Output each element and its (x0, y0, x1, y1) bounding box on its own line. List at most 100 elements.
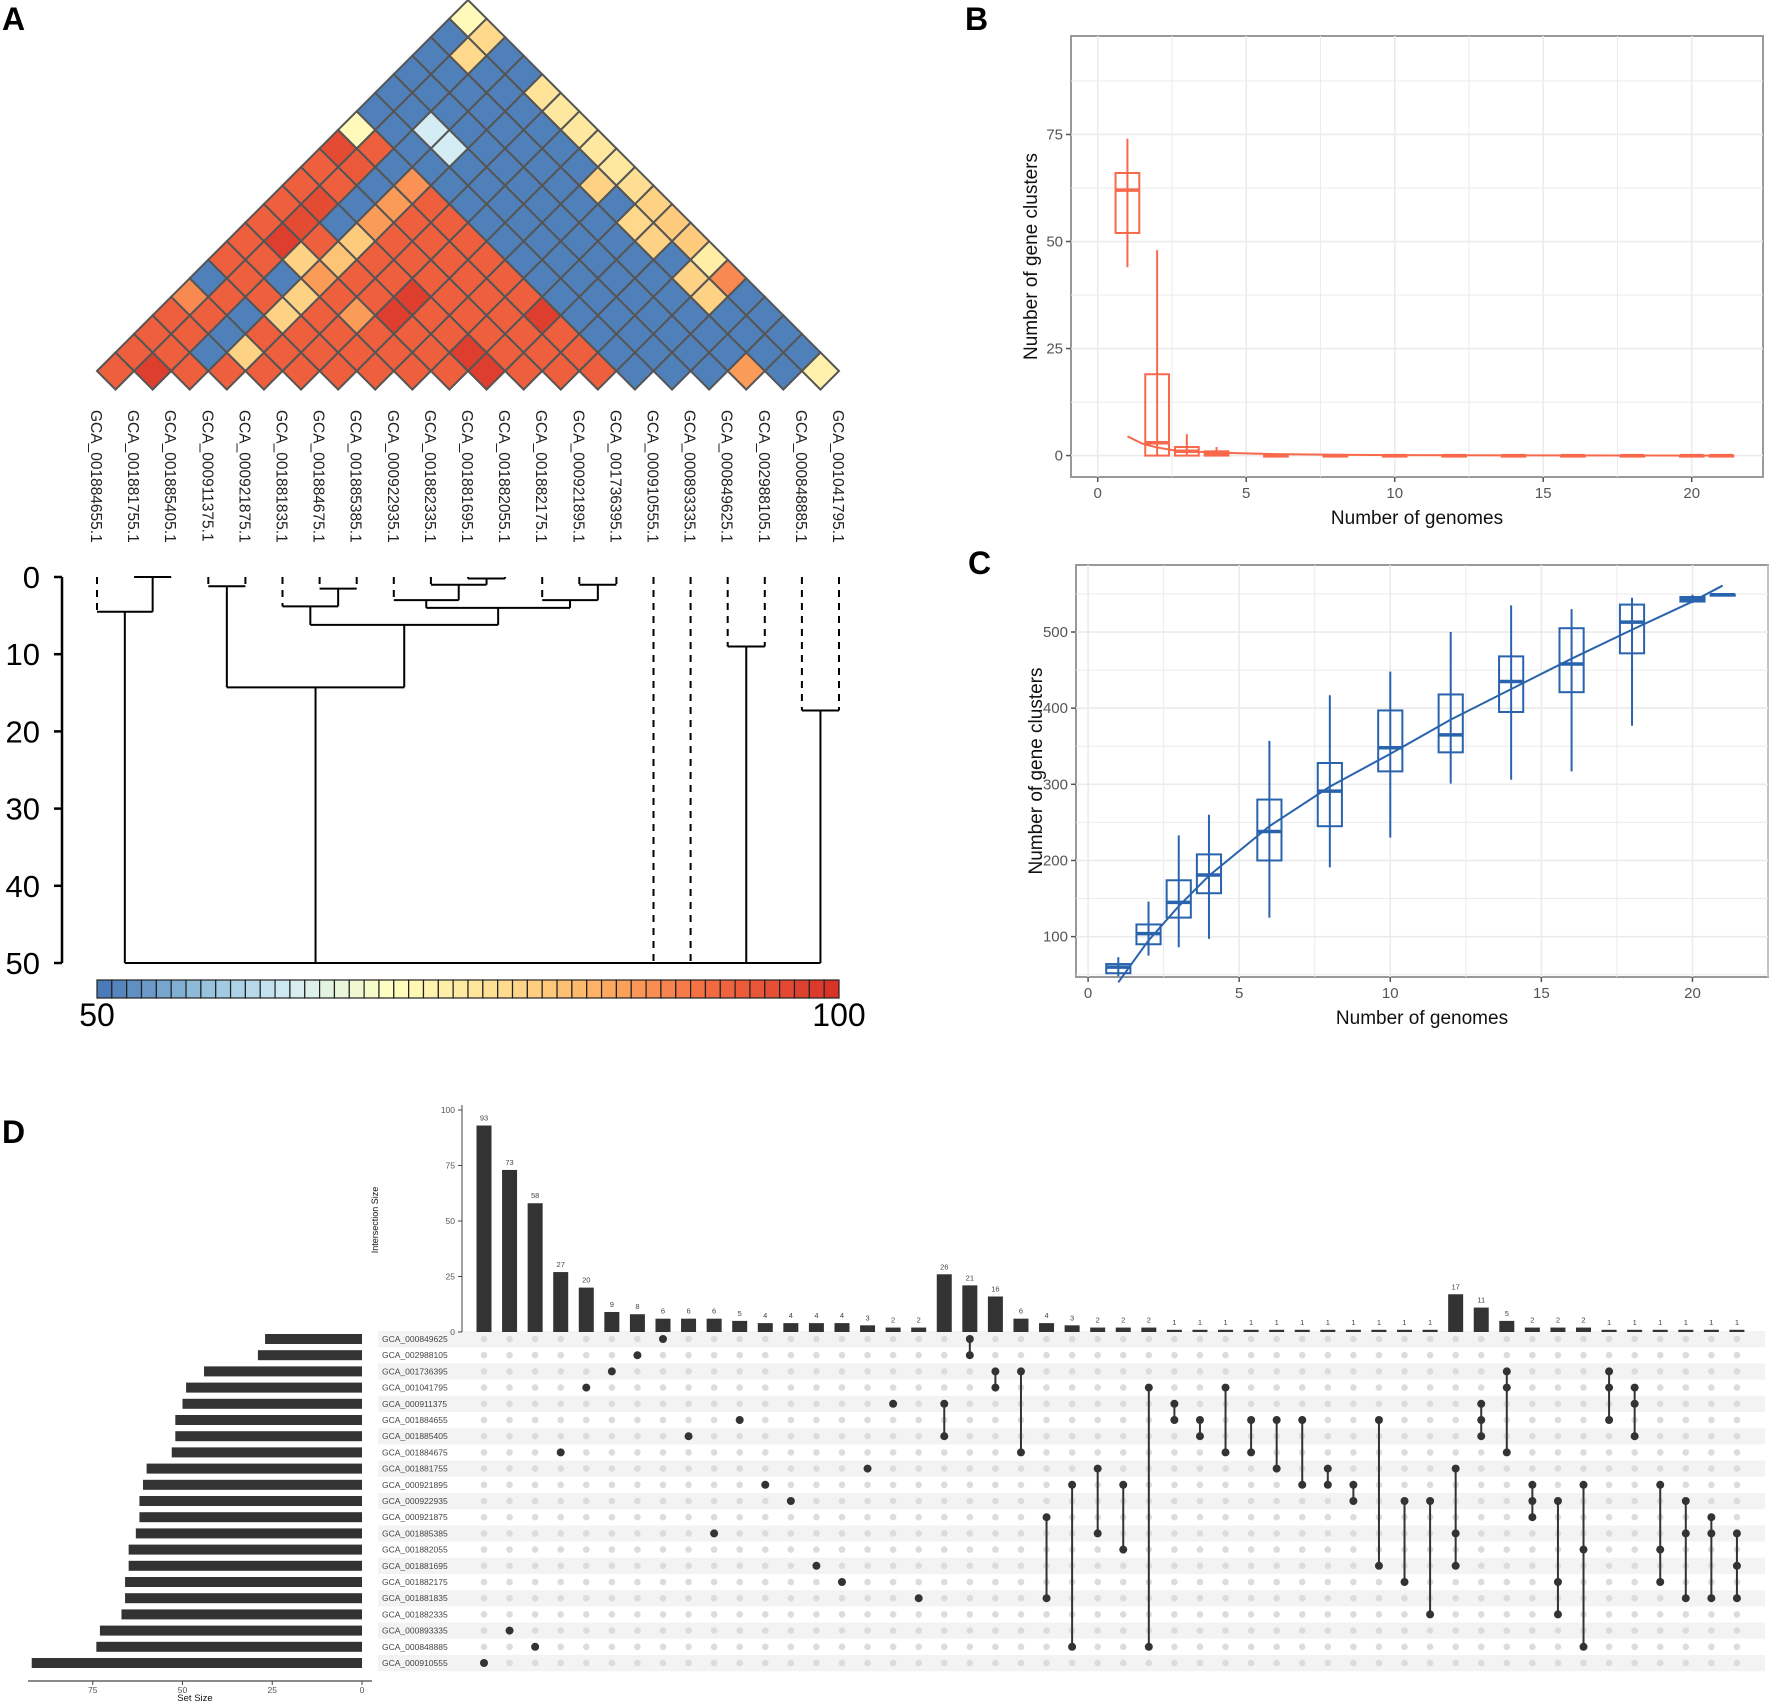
matrix-dot-empty (1094, 1400, 1101, 1408)
matrix-dot-empty (1222, 1627, 1229, 1634)
matrix-dot-empty (710, 1611, 718, 1618)
matrix-dot-empty (992, 1335, 999, 1343)
y-tick-label: 25 (1046, 341, 1063, 358)
matrix-dot-empty (1452, 1384, 1459, 1391)
matrix-dot-empty (1631, 1627, 1638, 1634)
matrix-dot-empty (966, 1530, 974, 1537)
matrix-dot-empty (1554, 1351, 1562, 1359)
matrix-dot-empty (915, 1627, 922, 1634)
matrix-dot-empty (608, 1513, 616, 1521)
matrix-dot-empty (1656, 1627, 1664, 1634)
matrix-dot-empty (480, 1335, 488, 1343)
matrix-dot-empty (1171, 1351, 1178, 1359)
matrix-dot-empty (1247, 1546, 1255, 1553)
matrix-dot-empty (1401, 1594, 1408, 1602)
matrix-dot-empty (1733, 1368, 1741, 1375)
matrix-dot-empty (1119, 1335, 1127, 1343)
matrix-dot-empty (1017, 1513, 1025, 1521)
set-size-bar (182, 1398, 362, 1409)
matrix-dot-empty (1605, 1546, 1613, 1553)
x-axis-title: Number of genomes (1331, 508, 1503, 529)
matrix-dot-empty (1145, 1335, 1153, 1343)
matrix-dot-empty (506, 1643, 513, 1651)
y-tick-label: 300 (1043, 776, 1068, 793)
colorbar-segment (126, 979, 143, 999)
matrix-dot-empty (1426, 1400, 1434, 1408)
intersection-bar (1499, 1320, 1515, 1332)
matrix-dot-empty (864, 1513, 871, 1521)
matrix-dot-empty (1426, 1416, 1434, 1424)
matrix-dot-empty (1196, 1546, 1204, 1553)
intersection-bar-label: 9 (610, 1300, 614, 1309)
matrix-dot-empty (634, 1400, 641, 1408)
intersection-bar (834, 1323, 850, 1332)
matrix-dot-empty (761, 1659, 769, 1667)
matrix-dot-empty (838, 1643, 846, 1651)
matrix-dot-empty (787, 1530, 795, 1537)
intersection-bar (936, 1274, 952, 1332)
matrix-dot-empty (557, 1416, 565, 1424)
colorbar-segment (437, 979, 454, 999)
matrix-dot-empty (1350, 1627, 1357, 1634)
matrix-dot-empty (506, 1384, 513, 1391)
matrix-dot-empty (1733, 1432, 1741, 1440)
matrix-dot-empty (1529, 1594, 1536, 1602)
matrix-dot-empty (608, 1659, 616, 1667)
matrix-dot-empty (1273, 1659, 1280, 1667)
matrix-dot-empty (736, 1432, 743, 1440)
y-tick-label: 100 (441, 1105, 455, 1115)
matrix-dot-empty (1068, 1335, 1076, 1343)
matrix-dot-empty (838, 1513, 846, 1521)
matrix-dot-empty (557, 1562, 565, 1570)
matrix-dot-empty (659, 1611, 667, 1618)
matrix-dot-empty (1631, 1513, 1638, 1521)
colorbar-segment (333, 979, 350, 999)
matrix-dot-empty (1324, 1659, 1332, 1667)
matrix-dot-empty (1247, 1368, 1255, 1375)
intersection-bar (1627, 1329, 1643, 1332)
y-tick-label: 500 (1043, 624, 1068, 641)
matrix-dot-empty (736, 1400, 743, 1408)
matrix-dot-empty (1477, 1530, 1485, 1537)
colorbar-segment (719, 979, 736, 999)
matrix-dot-empty (1094, 1368, 1101, 1375)
matrix-dot-empty (966, 1416, 974, 1424)
matrix-dot-empty (1094, 1562, 1101, 1570)
matrix-dot-empty (1222, 1562, 1229, 1570)
intersection-bar-label: 1 (1300, 1318, 1304, 1327)
matrix-dot-empty (659, 1594, 667, 1602)
intersection-bar (502, 1169, 518, 1332)
colorbar-segment (571, 979, 588, 999)
matrix-dot-empty (1401, 1659, 1408, 1667)
matrix-dot-empty (761, 1562, 769, 1570)
colorbar-segment (200, 979, 217, 999)
matrix-dot-empty (685, 1497, 692, 1505)
matrix-dot-empty (889, 1530, 897, 1537)
matrix-dot-empty (659, 1384, 667, 1391)
box (1377, 709, 1404, 773)
matrix-dot-empty (813, 1627, 820, 1634)
set-label: GCA_001884655 (382, 1415, 448, 1425)
matrix-dot-empty (557, 1627, 565, 1634)
matrix-dot-empty (531, 1530, 539, 1537)
matrix-dot-empty (1171, 1643, 1178, 1651)
colorbar-segment (111, 979, 128, 999)
matrix-dot-empty (761, 1578, 769, 1586)
matrix-dot-empty (813, 1643, 820, 1651)
matrix-dot-empty (1682, 1400, 1690, 1408)
matrix-dot-empty (1324, 1562, 1332, 1570)
matrix-dot-empty (480, 1351, 488, 1359)
matrix-dot-empty (1580, 1335, 1587, 1343)
matrix-dot-empty (634, 1562, 641, 1570)
matrix-dot-empty (1298, 1368, 1306, 1375)
matrix-dot-empty (1452, 1400, 1459, 1408)
matrix-dot-empty (1222, 1351, 1229, 1359)
matrix-dot-empty (710, 1335, 718, 1343)
set-label: GCA_001881835 (382, 1593, 448, 1603)
matrix-dot-empty (992, 1530, 999, 1537)
matrix-dot-empty (1605, 1513, 1613, 1521)
matrix-dot-empty (1554, 1627, 1562, 1634)
matrix-dot-empty (506, 1497, 513, 1505)
matrix-dot-empty (1631, 1465, 1638, 1472)
matrix-dot-filled (1374, 1561, 1383, 1570)
